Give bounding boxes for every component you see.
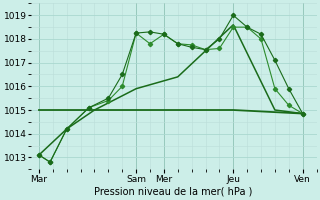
X-axis label: Pression niveau de la mer( hPa ): Pression niveau de la mer( hPa ): [94, 187, 253, 197]
